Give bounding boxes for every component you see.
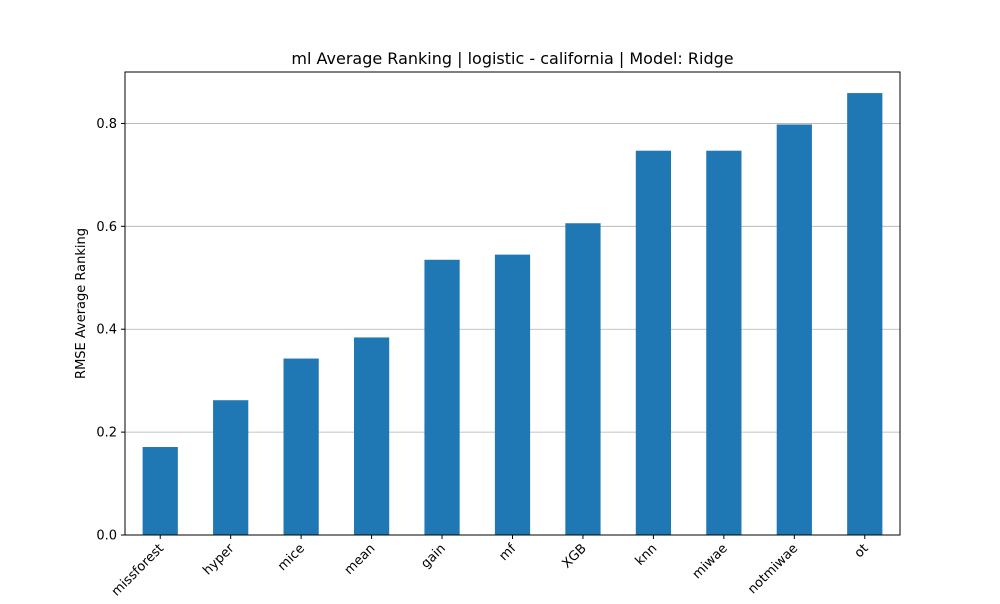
- x-tick-label: mf: [497, 541, 520, 564]
- x-tick-label: XGB: [559, 541, 589, 571]
- bar-ot: [847, 93, 883, 535]
- y-tick-label: 0.0: [96, 529, 117, 544]
- bar-mean: [353, 337, 390, 535]
- bar-hyper: [213, 400, 249, 535]
- x-tick-label: hyper: [200, 541, 238, 579]
- x-tick-label: mean: [342, 541, 379, 578]
- x-tick-label: ot: [852, 541, 872, 561]
- bar-miwae: [706, 150, 742, 535]
- y-tick-label: 0.2: [96, 426, 117, 441]
- y-tick-label: 0.6: [96, 220, 117, 235]
- x-tick-label: miwae: [690, 541, 731, 582]
- y-tick-label: 0.8: [96, 117, 117, 132]
- chart-title: ml Average Ranking | logistic - californ…: [291, 49, 733, 68]
- x-tick-label: missforest: [109, 541, 167, 599]
- y-axis-label: RMSE Average Ranking: [74, 228, 89, 379]
- x-tick-label: mice: [275, 541, 308, 574]
- bar-mice: [283, 358, 319, 535]
- bar-xgb: [565, 223, 601, 535]
- x-tick-label: notmiwae: [745, 541, 801, 597]
- y-tick-label: 0.4: [96, 323, 117, 338]
- bar-gain: [424, 259, 460, 535]
- y-axis-ticks: 0.0 0.2 0.4 0.6 0.8: [96, 117, 125, 544]
- x-tick-label: gain: [418, 541, 448, 571]
- bar-knn: [635, 150, 672, 535]
- bar-missforest: [142, 447, 178, 535]
- bar-notmiwae: [776, 124, 812, 536]
- bar-mf: [494, 254, 531, 535]
- x-axis-ticks: missforest hyper mice mean gain mf XGB knn miwae…: [109, 535, 872, 599]
- x-tick-label: knn: [633, 541, 661, 569]
- bars: [142, 93, 883, 536]
